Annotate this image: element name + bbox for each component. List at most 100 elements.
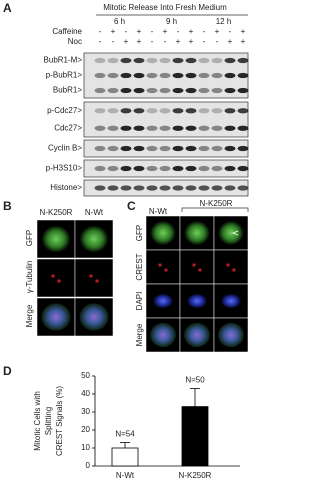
band bbox=[133, 145, 145, 152]
band bbox=[120, 165, 132, 172]
blot bbox=[83, 101, 249, 138]
band bbox=[237, 165, 249, 172]
band bbox=[185, 87, 197, 94]
band bbox=[159, 108, 171, 114]
y-tick-label: 30 bbox=[81, 407, 90, 416]
cell-signal bbox=[88, 273, 94, 279]
band bbox=[185, 125, 197, 131]
band bbox=[211, 145, 223, 152]
column-label: N-Wt bbox=[85, 208, 104, 217]
cell-signal bbox=[150, 220, 176, 246]
band bbox=[94, 72, 106, 79]
band bbox=[120, 57, 132, 64]
band bbox=[146, 125, 158, 131]
panel-letter: D bbox=[3, 364, 12, 378]
row-label: DAPI bbox=[135, 292, 144, 311]
band bbox=[94, 125, 106, 131]
band bbox=[198, 72, 210, 79]
panel-title: Mitotic Release Into Fresh Medium bbox=[103, 3, 227, 12]
band bbox=[159, 57, 171, 64]
band bbox=[133, 108, 145, 114]
band bbox=[198, 125, 210, 131]
y-tick-label: 0 bbox=[86, 461, 91, 470]
band bbox=[159, 165, 171, 172]
band bbox=[172, 165, 184, 172]
band bbox=[198, 57, 210, 64]
cell-signal bbox=[184, 220, 210, 246]
treatment-sign: - bbox=[151, 37, 154, 46]
cell-signal bbox=[218, 322, 244, 348]
treatment-sign: - bbox=[164, 37, 167, 46]
blot-label: BubR1-M> bbox=[44, 56, 83, 65]
treatment-sign: - bbox=[229, 27, 232, 36]
column-bracket bbox=[181, 207, 249, 212]
treatment-sign: + bbox=[137, 27, 142, 36]
band bbox=[146, 165, 158, 172]
band bbox=[198, 185, 210, 191]
blot-label: BubR1> bbox=[53, 86, 82, 95]
y-tick-label: 40 bbox=[81, 389, 90, 398]
band bbox=[172, 185, 184, 191]
band bbox=[146, 87, 158, 94]
band bbox=[133, 185, 145, 191]
band bbox=[94, 87, 106, 94]
band bbox=[94, 165, 106, 172]
treatment-sign: - bbox=[151, 27, 154, 36]
cell-signal bbox=[218, 220, 244, 246]
cell-signal bbox=[184, 322, 210, 348]
treatment-sign: + bbox=[241, 37, 246, 46]
band bbox=[185, 57, 197, 64]
blot-label: Cdc27> bbox=[54, 123, 82, 132]
band bbox=[146, 72, 158, 79]
band bbox=[185, 145, 197, 152]
band bbox=[211, 125, 223, 131]
band bbox=[198, 87, 210, 94]
column-label: N-K250R bbox=[40, 208, 73, 217]
cell-signal bbox=[186, 293, 208, 309]
band bbox=[133, 125, 145, 131]
y-axis-label: Splitting bbox=[44, 407, 53, 435]
band bbox=[211, 165, 223, 172]
band bbox=[172, 108, 184, 114]
band bbox=[185, 72, 197, 79]
blot-label: p-BubR1> bbox=[46, 71, 83, 80]
band bbox=[107, 87, 119, 94]
band bbox=[133, 165, 145, 172]
micrograph bbox=[36, 258, 76, 298]
treatment-sign: - bbox=[177, 27, 180, 36]
panel-letter: C bbox=[127, 199, 136, 213]
time-label: 12 h bbox=[216, 17, 232, 26]
band bbox=[120, 87, 132, 94]
y-tick-label: 20 bbox=[81, 425, 90, 434]
sample-size: N=54 bbox=[115, 430, 135, 439]
band bbox=[211, 72, 223, 79]
treatment-sign: + bbox=[137, 37, 142, 46]
band bbox=[133, 72, 145, 79]
row-label: GFP bbox=[25, 230, 34, 246]
treatment-sign: - bbox=[203, 37, 206, 46]
row-label: Merge bbox=[135, 323, 144, 346]
band bbox=[224, 145, 236, 152]
band bbox=[120, 108, 132, 114]
y-axis-label: CREST Signals (%) bbox=[55, 386, 64, 456]
arrowhead bbox=[231, 230, 239, 236]
blot bbox=[83, 52, 249, 99]
blot-label: Histone> bbox=[50, 183, 82, 192]
band bbox=[120, 72, 132, 79]
band bbox=[198, 165, 210, 172]
micrograph bbox=[74, 258, 114, 298]
band bbox=[237, 145, 249, 152]
treatment-sign: + bbox=[124, 37, 129, 46]
y-tick-label: 10 bbox=[81, 443, 90, 452]
band bbox=[94, 185, 106, 191]
band bbox=[107, 108, 119, 114]
band bbox=[237, 57, 249, 64]
band bbox=[237, 72, 249, 79]
y-axis-label: Mitotic Cells with bbox=[33, 391, 42, 451]
cell-signal bbox=[163, 267, 169, 273]
cell-signal bbox=[50, 273, 56, 279]
blot-label: p-Cdc27> bbox=[47, 106, 82, 115]
cell-signal bbox=[157, 262, 163, 268]
band bbox=[159, 185, 171, 191]
sample-size: N=50 bbox=[185, 376, 205, 385]
